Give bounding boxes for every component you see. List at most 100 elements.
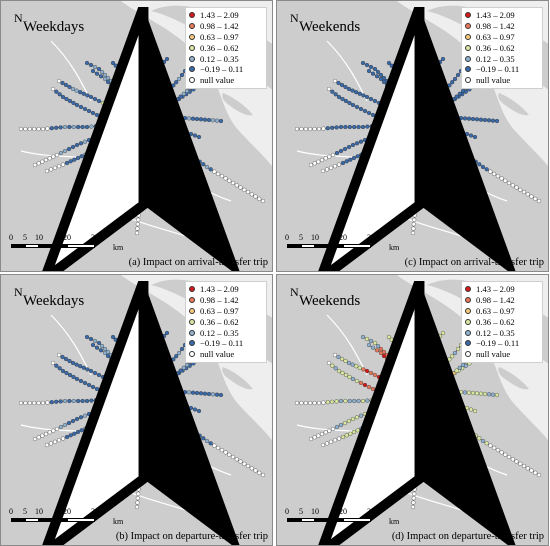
station-marker	[84, 60, 90, 66]
station-marker	[181, 365, 186, 370]
station-marker	[84, 334, 90, 340]
station-marker	[67, 98, 73, 104]
legend-swatch	[189, 297, 195, 304]
legend-item: 0.63 – 0.97	[189, 306, 263, 317]
station-marker	[186, 116, 192, 121]
station-marker	[355, 154, 360, 159]
station-marker	[510, 183, 515, 188]
period-label: Weekends	[299, 19, 361, 35]
north-arrow-icon	[42, 7, 240, 271]
station-marker	[62, 148, 68, 154]
north-arrow-icon	[318, 281, 516, 545]
scale-tick-label: 20	[63, 507, 71, 516]
scale-segment	[67, 244, 95, 248]
legend-item: 1.43 – 2.09	[465, 284, 539, 295]
legend-item: 0.98 – 1.42	[465, 21, 539, 32]
legend-swatch	[189, 12, 195, 19]
scale-tick-label: 10	[311, 233, 319, 242]
station-marker	[506, 180, 512, 186]
station-marker	[366, 68, 372, 74]
station-marker	[92, 370, 98, 376]
station-marker	[23, 400, 28, 406]
station-marker	[457, 365, 462, 370]
station-marker	[312, 161, 317, 166]
station-marker	[63, 82, 69, 88]
station-marker	[332, 352, 338, 358]
scale-segment	[343, 518, 371, 522]
station-marker	[70, 144, 76, 150]
panel-caption: (a) Impact on arrival-transfer trip	[128, 257, 268, 268]
station-marker	[81, 365, 86, 370]
scale-tick-label: 10	[35, 507, 43, 516]
station-marker	[82, 380, 88, 386]
station-marker	[49, 126, 54, 131]
station-marker	[454, 94, 459, 99]
station-marker	[536, 472, 542, 478]
station-marker	[88, 336, 94, 342]
scale-tick-label: 30	[367, 233, 375, 242]
legend-label: 0.36 – 0.62	[476, 42, 515, 53]
station-marker	[362, 382, 368, 388]
station-marker	[477, 436, 482, 441]
station-marker	[468, 133, 474, 138]
station-marker	[54, 399, 59, 404]
station-marker	[76, 124, 81, 130]
station-marker	[80, 398, 85, 404]
station-marker	[494, 118, 500, 124]
scale-bar: 0 5 10 20 30 km	[281, 233, 401, 257]
station-marker	[340, 160, 346, 166]
legend-swatch	[465, 351, 471, 358]
station-marker	[330, 399, 335, 404]
legend: 1.43 – 2.09 0.98 – 1.42 0.63 – 0.97 0.36 – …	[185, 7, 267, 89]
station-marker	[79, 428, 84, 433]
scale-tick-label: 5	[23, 507, 27, 516]
station-marker	[218, 118, 224, 124]
legend-swatch	[465, 286, 471, 293]
station-marker	[348, 157, 353, 162]
station-marker	[374, 74, 380, 79]
station-marker	[336, 354, 341, 360]
station-marker	[372, 340, 378, 346]
station-marker	[462, 116, 468, 121]
station-marker	[344, 159, 349, 164]
station-marker	[474, 117, 480, 122]
station-marker	[330, 426, 336, 432]
station-marker	[92, 64, 98, 70]
scale-segment	[25, 518, 39, 522]
station-marker	[36, 400, 41, 406]
station-marker	[54, 125, 59, 130]
station-marker	[78, 90, 83, 95]
legend-swatch	[465, 297, 471, 304]
station-marker	[136, 217, 141, 222]
scale-tick-label: 0	[9, 507, 13, 516]
station-marker	[457, 91, 462, 96]
station-marker	[58, 150, 64, 156]
station-marker	[27, 400, 32, 406]
station-marker	[492, 171, 497, 176]
station-marker	[242, 461, 247, 466]
station-marker	[64, 370, 69, 376]
station-marker	[342, 146, 348, 152]
station-marker	[327, 154, 332, 159]
station-marker	[36, 435, 41, 440]
station-marker	[336, 368, 342, 374]
station-marker	[350, 102, 356, 108]
north-arrow: N	[7, 7, 240, 271]
station-marker	[36, 161, 41, 166]
station-marker	[196, 408, 202, 414]
station-marker	[470, 390, 476, 396]
station-marker	[45, 126, 50, 131]
station-marker	[238, 185, 243, 190]
station-marker	[174, 80, 179, 85]
station-marker	[208, 167, 213, 172]
scale-segment	[25, 244, 39, 248]
legend-item: 0.12 – 0.35	[189, 53, 263, 64]
scale-segment	[39, 518, 67, 522]
station-marker	[204, 438, 210, 444]
station-marker	[201, 436, 206, 441]
station-marker	[364, 336, 370, 342]
station-marker	[338, 398, 344, 404]
north-arrow: N	[283, 281, 516, 545]
station-marker	[99, 343, 105, 349]
station-marker	[238, 459, 243, 464]
